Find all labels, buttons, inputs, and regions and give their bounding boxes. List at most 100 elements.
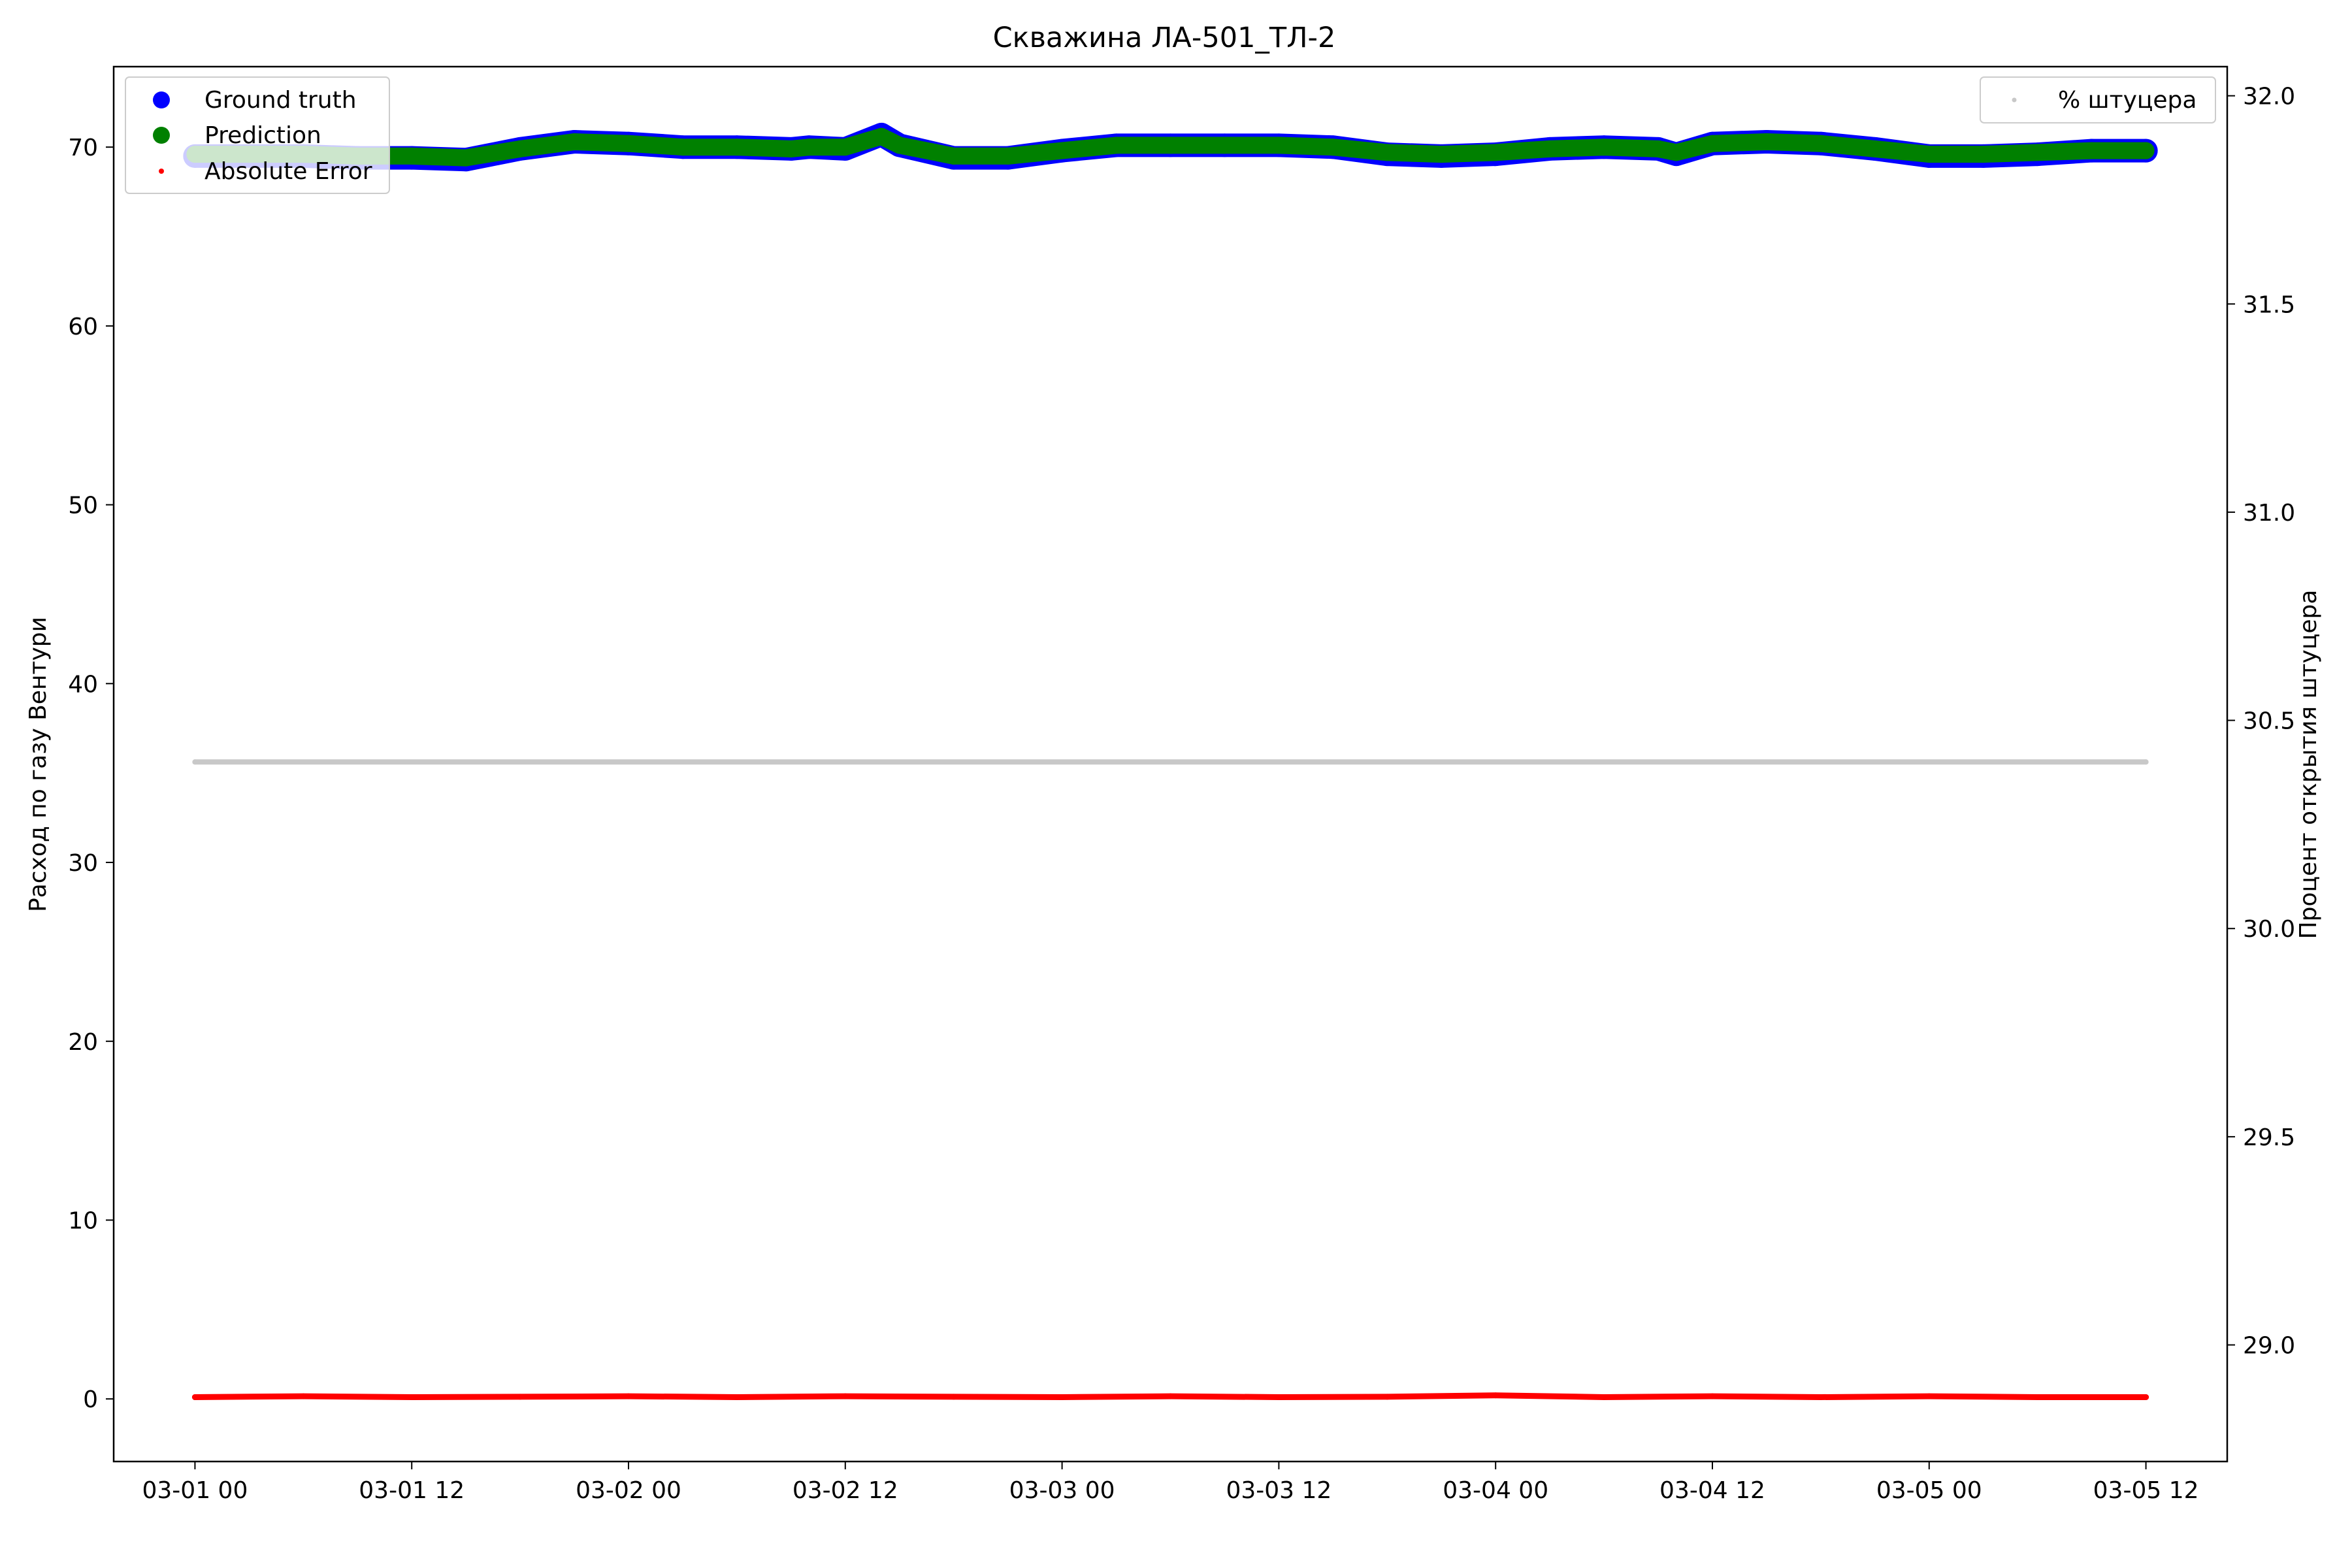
y-tick-label: 30 [68,850,98,877]
x-tick-label: 03-04 00 [1443,1477,1548,1504]
point-absolute-error [1709,1393,1716,1399]
y2-tick-label: 31.5 [2243,291,2295,318]
point-prediction [1487,144,1505,161]
y-tick-label: 20 [68,1029,98,1056]
x-axis: 03-01 00 03-01 12 03-02 00 03-02 12 03-03 00… [142,1462,2199,1504]
point-prediction [512,140,529,157]
y-axis-right: 29.0 29.5 30.0 30.5 31.0 31.5 32.0 [2227,84,2295,1360]
point-absolute-error [1601,1394,1607,1400]
chart-title: Скважина ЛА-501_ТЛ-2 [993,22,1336,54]
point-prediction [457,149,475,167]
point-absolute-error [1818,1394,1824,1400]
y2-tick-label: 30.5 [2243,708,2295,735]
point-absolute-error [625,1393,632,1399]
point-prediction [999,147,1017,165]
legend-choke-label: % штуцера [2058,87,2197,114]
point-absolute-error [300,1393,306,1399]
point-prediction [1704,135,1721,152]
point-absolute-error [1926,1393,1933,1399]
legend-left: Ground truth Prediction Absolute Error [125,76,390,194]
point-absolute-error [517,1394,523,1400]
x-tick-label: 03-03 12 [1226,1477,1331,1504]
x-tick-label: 03-05 00 [1876,1477,1982,1504]
x-tick-label: 03-01 12 [359,1477,465,1504]
point-prediction [1270,137,1288,154]
point-absolute-error [734,1394,740,1400]
y-tick-label: 0 [83,1386,98,1413]
legend-absolute-error-label: Absolute Error [204,158,372,185]
point-absolute-error [1059,1394,1066,1400]
plot-frame [112,65,2229,1463]
point-prediction [836,139,854,156]
point-prediction [2137,142,2155,159]
legend-left-frame [125,76,390,194]
point-prediction [1812,135,1829,152]
y2-tick-label: 29.5 [2243,1124,2295,1151]
point-prediction [1216,137,1233,154]
legend-prediction-marker [153,127,170,144]
y-tick-label: 60 [68,314,98,340]
point-prediction [2083,142,2100,159]
point-prediction [1650,140,1667,157]
point-absolute-error [1384,1394,1390,1400]
y-tick-label: 40 [68,671,98,698]
point-prediction [890,137,908,154]
legend-ground-truth-label: Ground truth [204,87,357,114]
point-prediction [1757,133,1775,150]
y-tick-label: 70 [68,135,98,161]
x-tick-label: 03-05 12 [2093,1477,2199,1504]
series-choke-percent [192,759,2149,765]
point-absolute-error [1168,1393,1173,1399]
point-prediction [620,135,637,152]
legend-right-frame [1980,76,2216,123]
legend-ground-truth-marker [153,91,170,108]
legend-absolute-error-marker [159,169,164,174]
plot-marks [183,123,2158,1400]
point-prediction [1866,140,1884,157]
point-prediction [1541,140,1559,157]
point-prediction [674,139,691,156]
legend-choke-marker [2012,97,2017,103]
x-tick-label: 03-02 12 [792,1477,898,1504]
point-prediction [566,133,583,150]
point-prediction [1433,146,1450,163]
point-choke-percent [2143,759,2149,765]
y2-tick-label: 30.0 [2243,916,2295,943]
point-prediction [945,147,962,165]
point-prediction [1379,144,1396,161]
point-prediction [873,127,890,145]
point-prediction [1974,146,1992,163]
series-prediction-trace [186,127,2155,167]
point-choke-percent [192,759,198,765]
x-tick-label: 03-03 00 [1009,1477,1115,1504]
point-absolute-error [842,1393,849,1399]
point-prediction [2029,144,2046,161]
point-prediction [800,139,818,156]
point-absolute-error [1275,1394,1282,1400]
y2-axis-label: Процент открытия штуцера [2295,590,2322,939]
point-absolute-error [191,1394,198,1400]
x-tick-label: 03-04 12 [1659,1477,1765,1504]
y-axis-label: Расход по газу Вентури [25,617,52,912]
point-prediction [1107,137,1125,154]
x-tick-label: 03-01 00 [142,1477,248,1504]
y2-tick-label: 31.0 [2243,500,2295,527]
point-prediction [782,140,800,157]
point-prediction [1920,146,1938,163]
y-axis-left: 0 10 20 30 40 50 60 70 [68,135,114,1413]
point-prediction [1162,137,1179,154]
point-prediction [1595,139,1613,156]
point-prediction [1324,139,1342,156]
x-tick-label: 03-02 00 [576,1477,681,1504]
y2-tick-label: 29.0 [2243,1333,2295,1360]
point-absolute-error [408,1394,415,1400]
point-prediction [728,139,745,156]
point-prediction [1053,142,1071,159]
y-tick-label: 50 [68,493,98,519]
point-prediction [1667,144,1685,161]
series-absolute-error [191,1392,2149,1400]
legend-prediction-label: Prediction [204,122,321,149]
point-absolute-error [951,1394,957,1400]
